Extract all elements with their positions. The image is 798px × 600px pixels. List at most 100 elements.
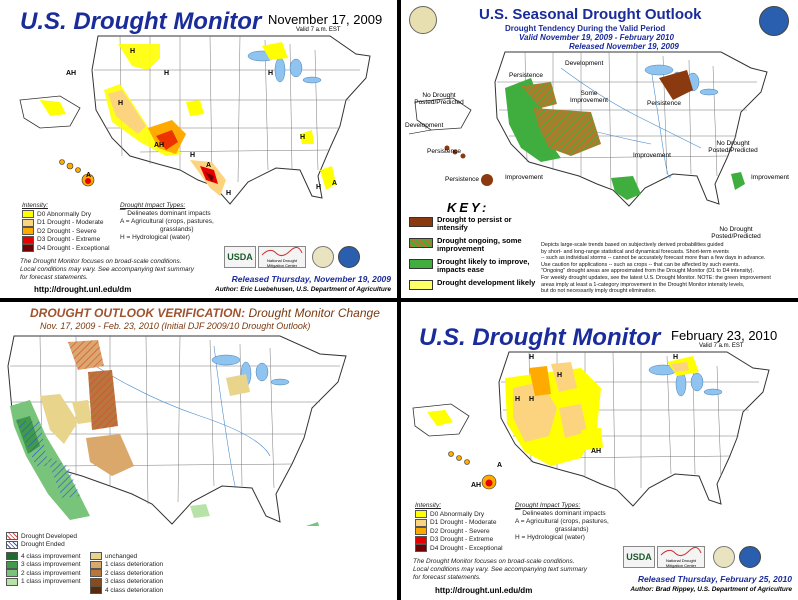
map-label: A <box>332 180 338 187</box>
map-label: Improvement <box>633 152 671 159</box>
legend-item: D2 Drought - Severe <box>22 227 110 236</box>
outlook-notes: Depicts large-scale trends based on subj… <box>541 242 791 295</box>
map-label: H <box>268 70 274 77</box>
map-label: No Drought Posted/Predicted <box>414 92 464 106</box>
map-label: Persistence <box>427 148 461 155</box>
note-line: -- such as individual storms -- cannot b… <box>541 255 766 262</box>
panel-subtitle: Drought Tendency During the Valid Period <box>505 24 666 33</box>
deterioration-legend: unchanged 1 class deterioration 2 class de… <box>90 552 163 595</box>
key-swatch <box>409 280 433 290</box>
map-label: AH <box>471 482 482 489</box>
map-label: H <box>118 100 124 107</box>
key-heading: KEY: <box>447 200 490 215</box>
legend-item: D4 Drought - Exceptional <box>22 244 110 253</box>
impact-line: H = Hydrological (water) <box>120 234 190 241</box>
us-drought-map <box>19 35 371 205</box>
key-swatch <box>409 259 433 269</box>
source-url[interactable]: http://drought.unl.edu/dm <box>34 285 132 294</box>
key-swatch <box>409 238 433 248</box>
legend-item: 4 class deterioration <box>90 586 163 595</box>
legend-item: 1 class deterioration <box>90 560 164 570</box>
key-item: Drought development likely <box>409 279 539 290</box>
legend-label: 4 class deterioration <box>105 586 164 594</box>
intensity-legend: Intensity: D0 Abnormally Dry D1 Drought -… <box>415 502 503 553</box>
legend-item: unchanged <box>90 552 163 561</box>
legend-swatch <box>6 560 18 569</box>
legend-item: 4 class improvement <box>6 552 81 561</box>
map-label: AH <box>154 142 165 149</box>
noaa-logo-icon <box>759 6 789 36</box>
impact-line: grasslands) <box>160 226 194 233</box>
legend-swatch <box>22 218 34 227</box>
legend-swatch <box>22 227 34 236</box>
legend-swatch <box>90 569 102 578</box>
legend-label: 2 class deterioration <box>105 569 164 577</box>
noaa-logo-icon <box>338 246 360 268</box>
drought-monitor-nov-panel: U.S. Drought Monitor November 17, 2009 V… <box>0 0 397 298</box>
legend-item: D3 Drought - Extreme <box>415 535 503 545</box>
panel-subtitle: Nov. 17, 2009 - Feb. 23, 2010 (Initial D… <box>40 321 311 331</box>
map-label: Improvement <box>505 174 543 181</box>
legend-item: D1 Drought - Moderate <box>415 518 503 528</box>
map-label: A <box>497 462 503 469</box>
release-date: Released Thursday, November 19, 2009 <box>231 274 391 284</box>
author: Author: Eric Luebehusen, U.S. Department… <box>215 286 391 293</box>
legend-swatch <box>90 577 102 586</box>
map-label: H <box>529 354 535 361</box>
legend-label: 1 class deterioration <box>105 561 164 569</box>
map-label: A <box>86 172 92 179</box>
map-label: H <box>164 70 170 77</box>
map-label: H <box>190 152 196 159</box>
legend-label: D3 Drought - Extreme <box>37 236 101 244</box>
map-label: A <box>206 162 212 169</box>
legend-label: 3 class improvement <box>21 561 81 569</box>
verification-map <box>7 335 347 526</box>
legend-swatch <box>90 552 102 561</box>
map-label: Improvement <box>751 174 789 181</box>
map-label: H <box>316 184 322 191</box>
ndmc-logo: National Drought Mitigation Center <box>258 246 306 268</box>
legend-item: D3 Drought - Extreme <box>22 235 110 245</box>
map-label: Development <box>405 122 444 129</box>
usda-logo: USDA <box>224 246 256 268</box>
map-label: H <box>515 396 521 403</box>
legend-swatch <box>6 569 18 578</box>
legend-item: Drought Developed <box>6 532 77 541</box>
outlook-key: Drought to persist or intensify Drought o… <box>409 216 539 295</box>
map-label: No Drought Posted/Predicted <box>708 140 758 154</box>
legend-label: D3 Drought - Extreme <box>430 536 494 544</box>
map-label: No Drought Posted/Predicted <box>711 226 761 240</box>
map-date: February 23, 2010 <box>671 328 778 343</box>
key-swatch <box>409 217 433 227</box>
key-label: Drought development likely <box>437 278 536 287</box>
legend-swatch <box>6 577 18 586</box>
legend-swatch <box>90 560 102 569</box>
release-date: Released November 19, 2009 <box>569 42 679 51</box>
legend-item: 3 class deterioration <box>90 577 163 587</box>
key-item: Drought to persist or intensify <box>409 216 539 232</box>
seasonal-outlook-panel: U.S. Seasonal Drought Outlook Drought Te… <box>401 0 798 298</box>
legend-swatch <box>415 544 427 553</box>
legend-label: D4 Drought - Exceptional <box>430 544 503 552</box>
note-line: by short- and long-range statistical and… <box>541 248 729 255</box>
legend-label: 1 class improvement <box>21 578 81 586</box>
impact-line: A = Agricultural (crops, pastures, <box>515 518 609 525</box>
legend-item: 1 class improvement <box>6 577 81 587</box>
map-date: November 17, 2009 <box>268 12 383 27</box>
legend-swatch <box>415 527 427 536</box>
us-drought-map <box>412 351 770 507</box>
impact-line: ⁀ Delineates dominant impacts <box>120 210 211 217</box>
valid-time: Valid 7 a.m. EST <box>296 27 341 33</box>
verification-panel: DROUGHT OUTLOOK VERIFICATION: Drought Mo… <box>0 302 397 600</box>
impact-line: ⁀ Delineates dominant impacts <box>515 510 606 517</box>
legend-label: D2 Drought - Severe <box>37 227 97 235</box>
note-line: areas imply at least a 1-category improv… <box>541 281 745 288</box>
map-label: H <box>529 396 535 403</box>
legend-label: D0 Abnormally Dry <box>37 210 92 218</box>
legend-swatch <box>415 518 427 527</box>
source-url[interactable]: http://drought.unl.edu/dm <box>435 586 533 595</box>
author: Author: Brad Rippey, U.S. Department of … <box>630 586 792 593</box>
noaa-logo-icon <box>739 546 761 568</box>
map-label: AH <box>591 448 602 455</box>
intensity-heading: Intensity: <box>22 202 49 209</box>
